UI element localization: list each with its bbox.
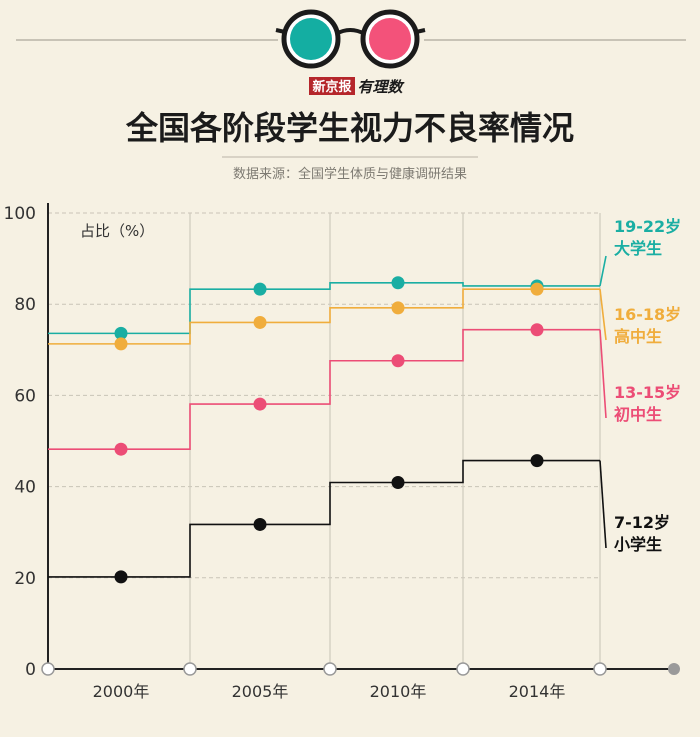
data-point — [253, 315, 267, 329]
data-point — [114, 326, 128, 340]
x-axis-marker — [183, 662, 197, 676]
data-point — [530, 282, 544, 296]
data-point — [530, 454, 544, 468]
data-point — [391, 475, 405, 489]
data-point — [253, 397, 267, 411]
y-tick-label: 80 — [14, 295, 36, 315]
data-point — [253, 517, 267, 531]
data-point — [391, 276, 405, 290]
x-tick-label: 2005年 — [232, 682, 289, 701]
series-label-connector — [599, 255, 607, 287]
data-point — [114, 442, 128, 456]
y-tick-label: 0 — [25, 660, 36, 680]
series-label-connector — [599, 289, 607, 341]
x-axis-marker — [456, 662, 470, 676]
y-axis-label: 占比（%） — [80, 222, 154, 240]
legend-label: 19-22岁 — [614, 217, 681, 236]
data-point — [530, 323, 544, 337]
legend-label: 初中生 — [614, 405, 662, 424]
brand-column: 有理数 — [357, 78, 405, 96]
legend-label: 高中生 — [614, 327, 662, 346]
x-axis-marker — [593, 662, 607, 676]
data-point — [253, 282, 267, 296]
data-source: 数据来源：全国学生体质与健康调研结果 — [233, 166, 467, 182]
brand-logo: 新京报 有理数 — [309, 77, 405, 96]
header: 新京报 有理数 — [16, 9, 686, 96]
series-line — [48, 281, 600, 335]
y-tick-label: 60 — [14, 386, 36, 406]
legend-label: 大学生 — [614, 239, 662, 258]
x-axis-end-marker — [668, 663, 680, 675]
plot-area: 0 20 40 60 80 100 占比（%） 2000年 2005年 2010年 2014年 19-… — [4, 203, 681, 701]
series-line — [48, 328, 600, 451]
x-tick-label: 2000年 — [93, 682, 150, 701]
series-label-connector — [599, 329, 607, 419]
glasses-icon — [275, 9, 426, 69]
chart-title: 全国各阶段学生视力不良率情况 — [125, 109, 574, 147]
data-point — [391, 354, 405, 368]
x-tick-label: 2010年 — [370, 682, 427, 701]
series-line — [48, 459, 600, 578]
legend-label: 13-15岁 — [614, 383, 681, 402]
x-axis-marker — [323, 662, 337, 676]
data-point — [391, 301, 405, 315]
legend-label: 7-12岁 — [614, 513, 670, 532]
y-tick-label: 40 — [14, 478, 36, 498]
legend-label: 小学生 — [614, 535, 662, 554]
y-tick-label: 20 — [14, 569, 36, 589]
y-tick-label: 100 — [4, 204, 36, 224]
series-line — [48, 288, 600, 345]
glasses-lens-left — [290, 18, 332, 60]
legend-label: 16-18岁 — [614, 305, 681, 324]
series-label-connector — [599, 460, 607, 549]
x-tick-label: 2014年 — [509, 682, 566, 701]
brand-name: 新京报 — [312, 79, 352, 95]
glasses-lens-right — [369, 18, 411, 60]
brand-badge — [309, 77, 355, 95]
x-axis-marker — [41, 662, 55, 676]
data-point — [114, 570, 128, 584]
data-point — [114, 337, 128, 351]
